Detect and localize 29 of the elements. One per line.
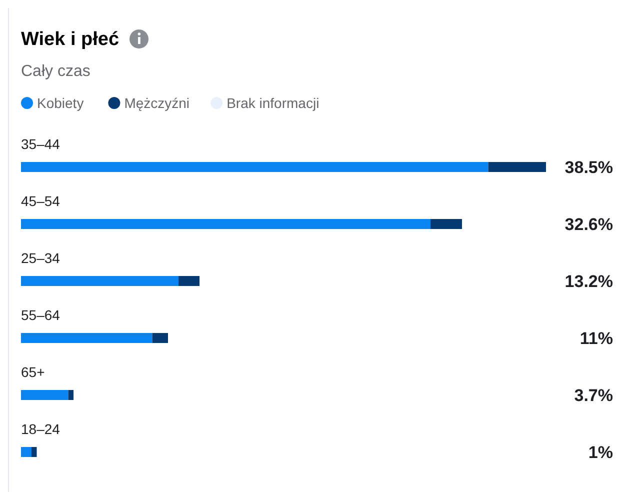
legend-label: Brak informacji [226, 95, 320, 111]
text: 38.5% [564, 158, 613, 177]
y-tick-label: 25–34 [21, 250, 60, 266]
y-tick-label: 65+ [21, 364, 45, 380]
text: 11% [580, 329, 613, 348]
text: 3.7% [574, 386, 613, 405]
bar [21, 390, 68, 400]
y-tick-label: 45–54 [21, 193, 60, 209]
bar [32, 447, 37, 457]
legend-label: Kobiety [37, 95, 84, 111]
text: 32.6% [564, 215, 613, 234]
y-tick-label: 35–44 [21, 136, 60, 152]
bar [21, 333, 152, 343]
bar [21, 162, 488, 172]
bar [21, 219, 430, 229]
bar [178, 276, 200, 286]
text: 1% [588, 443, 613, 462]
bar [488, 162, 546, 172]
bar [21, 276, 178, 286]
bar [68, 390, 74, 400]
bar [430, 219, 462, 229]
chart-title: Wiek i płeć [21, 29, 120, 50]
bar [21, 447, 32, 457]
legend-label: Mężczyźni [124, 95, 190, 111]
chart-subtitle: Cały czas [21, 63, 90, 80]
text: 13.2% [564, 272, 613, 291]
y-tick-label: 18–24 [21, 421, 60, 437]
y-tick-label: 55–64 [21, 307, 60, 323]
bar [152, 333, 168, 343]
